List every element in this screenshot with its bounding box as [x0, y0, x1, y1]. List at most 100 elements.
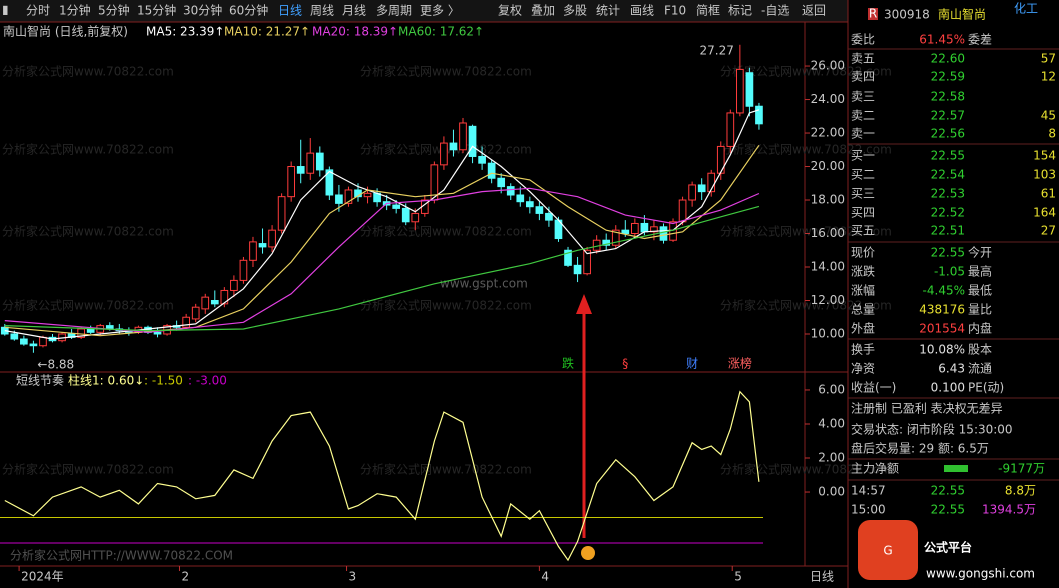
candle-body [201, 296, 210, 310]
watermark: 分析家公式网www.70822.com [2, 64, 174, 79]
y-tick-label: 24.00 [811, 92, 845, 106]
toolbar-tab[interactable]: 1分钟 [59, 3, 91, 18]
x-tick-label: 5 [734, 570, 742, 584]
candle-body [363, 192, 372, 198]
book-price: 22.53 [931, 187, 965, 201]
toolbar-button[interactable]: 统计 [596, 4, 620, 18]
toolbar-button[interactable]: 标记 [728, 4, 752, 18]
book-price: 22.58 [931, 90, 965, 104]
book-label: 卖五 [851, 52, 875, 66]
toolbar-tab[interactable]: 5分钟 [98, 3, 130, 18]
badge [868, 8, 878, 20]
candle-body [573, 264, 582, 275]
book-price: 22.55 [931, 149, 965, 163]
fin-value: 10.08% [919, 343, 965, 357]
book-volume: 8 [1048, 127, 1056, 141]
toolbar-button[interactable]: -自选 [761, 4, 789, 18]
candle-body [659, 226, 668, 241]
tick-time: 15:00 [851, 503, 886, 517]
book-label: 卖四 [851, 70, 875, 84]
legend-entry: : -3.00 [188, 374, 227, 388]
candle-body [688, 184, 696, 201]
toolbar-button[interactable]: F10 [664, 4, 686, 18]
toolbar-tab[interactable]: 15分钟 [137, 3, 176, 18]
book-label: 卖三 [851, 90, 875, 104]
book-label: 卖一 [851, 127, 875, 141]
toolbar-tab[interactable]: 月线 [342, 4, 366, 18]
book-price: 22.56 [931, 127, 965, 141]
toolbar-tab[interactable]: 更多 〉 [420, 4, 460, 18]
toolbar-tab[interactable]: 日线 [278, 4, 302, 18]
watermark: www.gspt.com [440, 277, 528, 291]
legend-entry: MA10: 21.27↑ [224, 25, 310, 39]
toolbar-button[interactable]: 叠加 [531, 4, 555, 18]
toolbar-tab[interactable]: 多周期 [376, 4, 412, 18]
book-price: 22.59 [931, 70, 965, 84]
toolbar-tab[interactable]: 分时 [26, 4, 50, 18]
book-volume: 61 [1041, 187, 1056, 201]
stat-value: -1.05 [934, 265, 965, 279]
toolbar-button[interactable]: 画线 [630, 4, 654, 18]
low-label: ←8.88 [37, 357, 74, 371]
stat-label: 涨跌 [851, 264, 875, 279]
y-tick-label: 6.00 [818, 382, 845, 396]
chart-title: 短线节奏 [16, 374, 64, 388]
book-label: 买二 [851, 168, 875, 182]
candle-body [249, 241, 257, 261]
y-tick-label: 20.00 [811, 159, 845, 173]
toolbar-button[interactable]: 返回 [802, 4, 826, 18]
candle-body [716, 145, 725, 174]
book-price: 22.57 [931, 109, 965, 123]
y-tick-label: 12.00 [811, 293, 845, 307]
candle-body [459, 122, 467, 151]
tags: 注册制 已盈利 表决权无差异 [851, 401, 1003, 416]
book-price: 22.52 [931, 206, 965, 220]
candle-body [726, 112, 735, 147]
book-volume: 12 [1041, 70, 1056, 84]
toolbar-button[interactable]: 复权 [498, 4, 522, 18]
y-tick-label: 18.00 [811, 193, 845, 207]
toolbar-button[interactable]: 多股 [563, 4, 587, 18]
ma-line [4, 187, 760, 333]
fin-label: 换手 [851, 343, 875, 357]
tick-price: 22.55 [931, 484, 965, 498]
candle-body [640, 222, 649, 233]
candle-body [315, 152, 324, 171]
book-price: 22.51 [931, 224, 965, 238]
watermark: 分析家公式网www.70822.com [2, 142, 174, 157]
candle-body [86, 328, 95, 333]
x-tick-label: 3 [349, 570, 357, 584]
y-tick-label: 4.00 [818, 416, 845, 430]
logo-icon [858, 520, 918, 580]
toolbar-tab[interactable]: 60分钟 [229, 3, 268, 18]
logo-url: www.gongshi.com [926, 567, 1035, 581]
toolbar-tab[interactable]: 周线 [310, 4, 334, 18]
high-label: 27.27 [699, 43, 733, 57]
candle-body [411, 212, 420, 223]
sector: 化工 [1014, 2, 1038, 16]
candle-body [564, 249, 572, 266]
candle-body [736, 68, 744, 114]
stat-label: 总量 [851, 303, 875, 317]
fin-value: 6.43 [938, 362, 965, 376]
book-volume: 154 [1033, 149, 1056, 163]
toolbar-tab[interactable]: 30分钟 [183, 3, 222, 18]
candle-body [487, 162, 496, 179]
stat-value: 201554 [919, 322, 965, 336]
candle-body [678, 199, 687, 223]
stat-value: 438176 [919, 303, 965, 317]
tick-time: 14:57 [851, 484, 886, 498]
candle-body [516, 194, 525, 203]
toolbar-button[interactable]: 简框 [696, 4, 720, 18]
y-tick-label: 0.00 [818, 485, 845, 499]
legend-entry: : -1.50 [144, 374, 183, 388]
watermark: 分析家公式网www.70822.com [720, 142, 892, 157]
book-volume: 27 [1041, 224, 1056, 238]
y-tick-label: 16.00 [811, 226, 845, 240]
watermark: 分析家公式网www.70822.com [720, 224, 892, 239]
watermark: 分析家公式网www.70822.com [360, 64, 532, 79]
watermark: 分析家公式网www.70822.com [360, 462, 532, 477]
book-label: 买三 [851, 187, 875, 201]
book-volume: 45 [1041, 109, 1056, 123]
ratio-label: 委比 [851, 33, 875, 47]
